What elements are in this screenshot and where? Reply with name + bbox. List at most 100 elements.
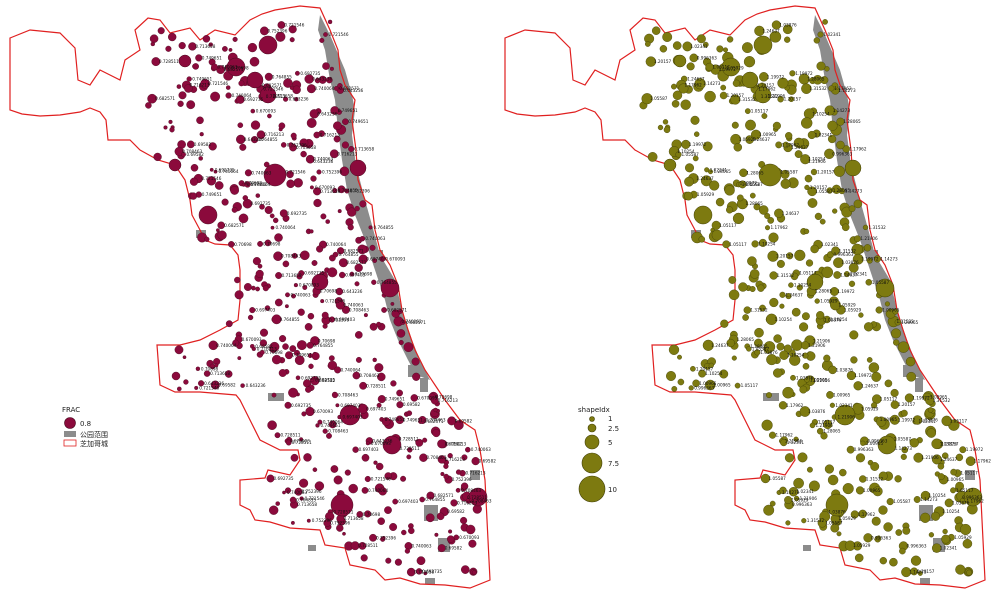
value-label: 1.21906 (860, 236, 878, 241)
map-point (878, 505, 888, 515)
park-area (268, 393, 284, 401)
map-point (745, 135, 754, 144)
map-point (406, 567, 416, 577)
map-point (337, 209, 342, 214)
map-point (726, 206, 734, 214)
value-label: 0.69582 (447, 509, 465, 514)
park-area (920, 578, 930, 584)
map-point (453, 420, 464, 430)
map-point (848, 280, 856, 287)
park-area (420, 378, 428, 392)
map-point (252, 257, 261, 266)
value-label: 1.10254 (677, 149, 695, 154)
value-label: 0.749651 (202, 192, 222, 197)
map-point (344, 469, 351, 476)
map-point (189, 192, 198, 200)
map-point (782, 24, 793, 35)
map-point-large (226, 57, 246, 77)
value-label: 1.24637 (696, 176, 714, 181)
map-point (782, 386, 794, 399)
map-point (214, 363, 219, 368)
value-label: 0.996363 (854, 447, 874, 452)
map-point (684, 176, 694, 187)
value-label: 1.17962 (858, 512, 876, 517)
map-point (860, 440, 866, 446)
map-point (677, 378, 685, 386)
map-point (354, 331, 363, 339)
map-point (925, 396, 935, 406)
map-point (334, 366, 342, 374)
map-point (777, 77, 789, 89)
map-point (832, 208, 838, 214)
value-label: 0.716213 (446, 442, 466, 447)
value-label: 1.00965 (833, 393, 851, 398)
map-point (232, 36, 238, 42)
map-point (177, 100, 184, 107)
map-point (371, 279, 377, 285)
map-point (941, 452, 949, 459)
value-label: 1.14273 (895, 446, 913, 451)
map-point (285, 351, 293, 360)
map-point (766, 354, 778, 366)
map-point (288, 142, 294, 148)
value-label: 0.996363 (834, 252, 854, 257)
map-point (802, 362, 810, 370)
value-label: 0.740064 (216, 343, 236, 348)
map-point (751, 240, 759, 248)
value-label: 1.02341 (919, 419, 937, 424)
map-point (895, 529, 903, 536)
map-point (843, 271, 850, 278)
map-point (768, 232, 779, 243)
value-label: 1.20157 (784, 97, 802, 102)
value-label: 1.05587 (894, 437, 912, 442)
map-point (889, 414, 900, 425)
value-label: 1.19972 (898, 417, 916, 422)
map-point (455, 469, 462, 475)
map-point (256, 130, 266, 139)
value-label: 0.692735 (300, 71, 320, 76)
map-point (305, 154, 315, 164)
park-area (870, 250, 878, 256)
map-point (243, 283, 252, 291)
map-point (801, 83, 812, 94)
map-point (722, 240, 731, 249)
legend-symbol-label-3: 5 (608, 439, 612, 447)
map-point (711, 220, 721, 230)
value-label: 0.643236 (289, 97, 309, 102)
map-point (904, 393, 914, 403)
map-point (389, 523, 398, 531)
map-point-large (721, 57, 741, 77)
value-label: 1.17962 (776, 433, 794, 438)
map-point (289, 37, 295, 43)
map-point (283, 78, 293, 88)
map-point (323, 519, 332, 527)
map-point (810, 168, 818, 176)
map-point (447, 416, 457, 426)
value-label: 0.728511 (266, 94, 286, 99)
value-label: 0.728511 (400, 446, 420, 451)
value-label: 0.643236 (343, 88, 363, 93)
value-label: 0.996363 (871, 535, 891, 540)
map-point (232, 339, 240, 347)
map-point (377, 395, 386, 404)
map-point (176, 84, 182, 89)
map-point (264, 205, 273, 215)
map-point (785, 132, 793, 140)
map-point (909, 438, 919, 448)
map-point (145, 102, 152, 109)
map-point (157, 27, 165, 35)
map-point (799, 322, 809, 332)
map-point (284, 487, 292, 494)
map-point (337, 185, 346, 194)
map-point (799, 406, 811, 417)
map-point (760, 473, 771, 484)
value-label: 1.31532 (809, 86, 827, 91)
map-point (307, 353, 313, 359)
value-label: 0.728511 (292, 440, 312, 445)
value-label: 1.02341 (787, 440, 805, 445)
value-label: 1.21906 (813, 338, 831, 343)
map-point (793, 477, 804, 489)
map-point (754, 349, 761, 356)
map-point (890, 388, 899, 398)
value-label: 0.692735 (251, 201, 271, 206)
